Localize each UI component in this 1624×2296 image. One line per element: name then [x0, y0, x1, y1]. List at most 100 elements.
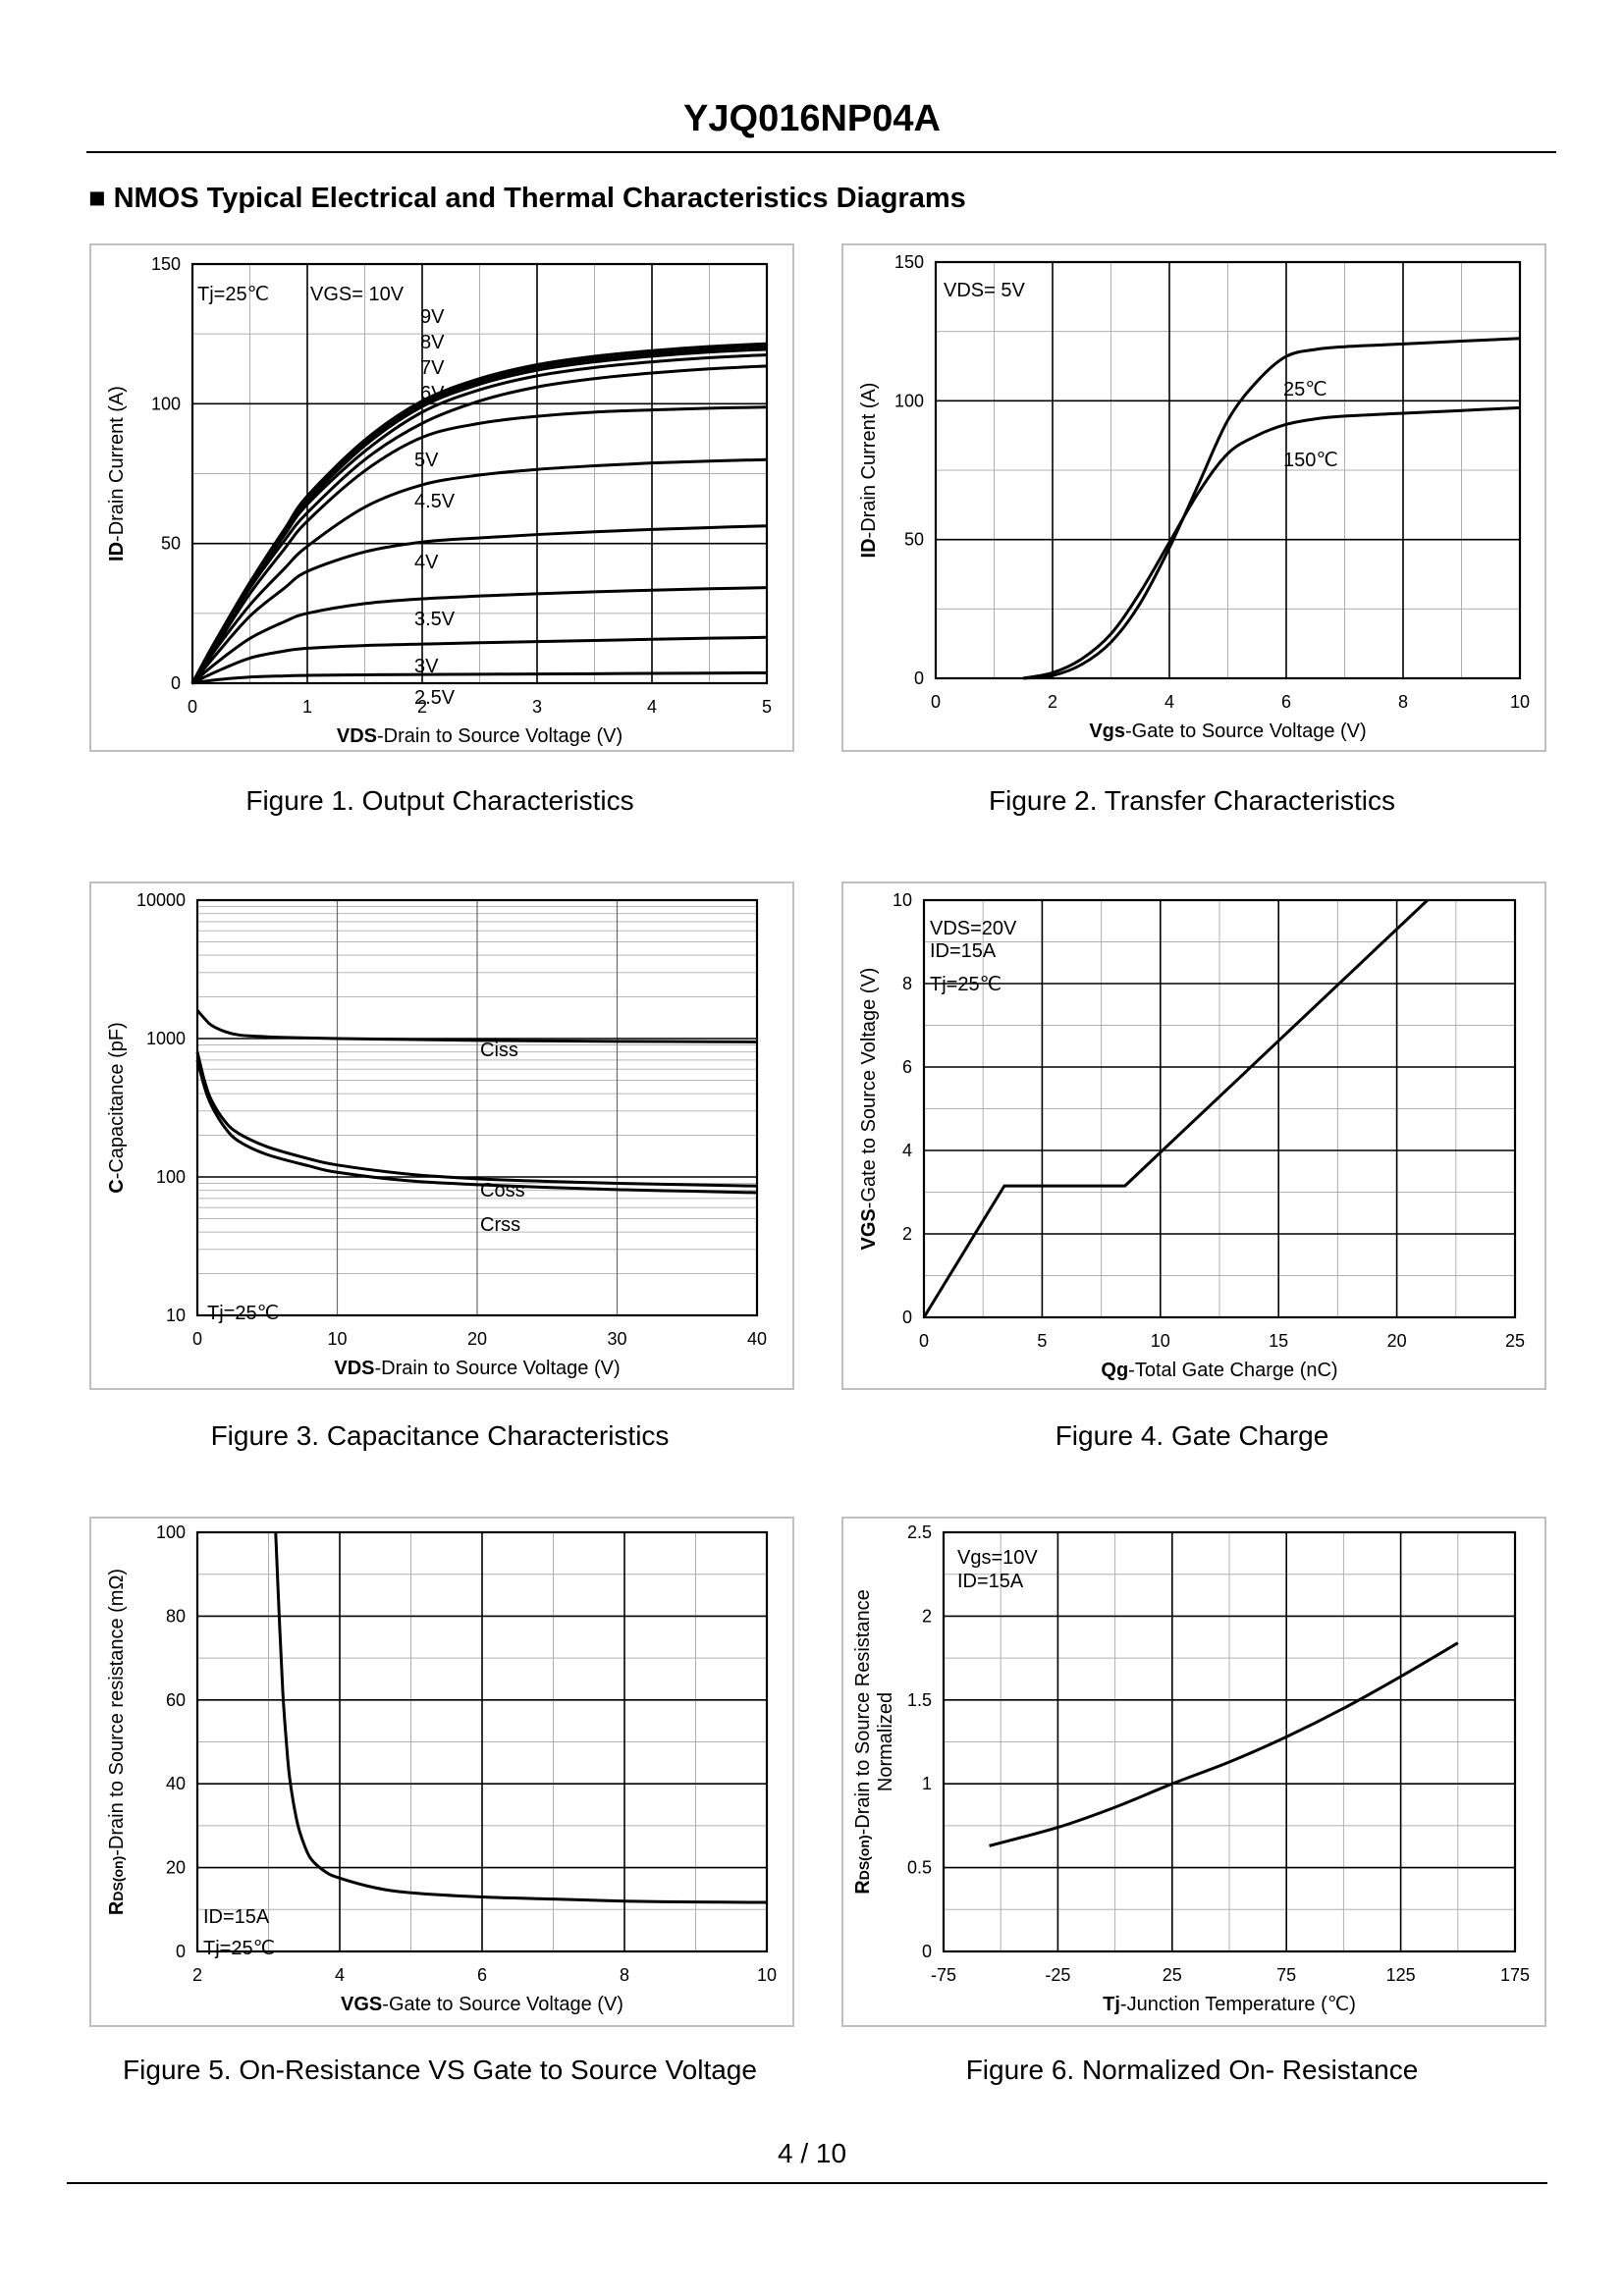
y-tick-label: 50 [904, 530, 924, 550]
annotation-label: Tj=25℃ [197, 284, 269, 305]
x-axis-label: Tj-Junction Temperature (℃) [1103, 1994, 1356, 2015]
gridlines [935, 261, 1521, 679]
y-tick-label: 0 [176, 1942, 186, 1961]
x-tick-label: 10 [1510, 692, 1530, 712]
x-axis-label: VDS-Drain to Source Voltage (V) [337, 725, 623, 747]
series-line-Coss [195, 1051, 758, 1188]
y-axis-label: RDS(on)-Drain to Source Resistance [852, 1589, 874, 1894]
y-tick-label: 20 [166, 1858, 186, 1878]
annotation-label: 2.5V [414, 687, 456, 709]
series-line-7V [190, 353, 768, 684]
annotation-label: VDS= 5V [944, 280, 1025, 301]
y-tick-label: 4 [902, 1141, 912, 1160]
y-tick-label: 0 [922, 1942, 932, 1961]
header-rule [86, 151, 1556, 153]
annotation-label: VDS=20V [930, 918, 1017, 939]
x-tick-label: -25 [1045, 1965, 1070, 1985]
y-tick-label: 10 [166, 1306, 186, 1325]
y-tick-label: 1000 [146, 1029, 186, 1048]
annotation-label: 7V [420, 357, 445, 379]
x-axis-label: VGS-Gate to Source Voltage (V) [341, 1994, 623, 2015]
figure-6-chart: -75 -25 25 75 125 175 0 0.5 1 1.5 2 2.5 Tj-Junction … [852, 1522, 1530, 2015]
annotation-label: ID=15A [930, 940, 997, 962]
x-tick-label: 175 [1500, 1965, 1530, 1985]
y-tick-label: 100 [156, 1522, 186, 1542]
y-tick-label: 80 [166, 1606, 186, 1626]
y-tick-label: 100 [894, 391, 924, 410]
series-line-Normalized [989, 1641, 1459, 1847]
figure-4-caption: Figure 4. Gate Charge [1055, 1420, 1329, 1451]
x-tick-label: 25 [1505, 1331, 1525, 1351]
document-title: YJQ016NP04A [683, 98, 941, 139]
y-tick-label: 150 [151, 254, 181, 274]
x-tick-label: 75 [1276, 1965, 1296, 1985]
y-tick-label: 6 [902, 1057, 912, 1077]
series-line-Ciss [195, 1009, 758, 1043]
x-tick-label: 10 [327, 1329, 347, 1349]
plot-frame [195, 898, 759, 1317]
plot-frame [934, 260, 1522, 680]
y-tick-label: 8 [902, 974, 912, 993]
annotation-label: 3V [414, 656, 439, 677]
x-tick-label: 20 [1387, 1331, 1407, 1351]
figure-5-panel: 2 4 6 8 10 0 20 40 60 80 100 VGS-Gate to Source Vol… [89, 1517, 794, 2027]
annotation-label: 4V [414, 552, 439, 573]
figure-4-panel: 0 5 10 15 20 25 0 2 4 6 8 10 Qg-Total Gate Charge (n… [841, 881, 1546, 1390]
annotation-label: VGS= 10V [310, 284, 405, 305]
gridlines [923, 899, 1516, 1318]
series-line-150 [1022, 405, 1521, 680]
series-line-VGS [922, 898, 1429, 1318]
x-tick-label: 2 [1048, 692, 1057, 712]
y-axis-label: VGS-Gate to Source Voltage (V) [858, 968, 880, 1251]
series-line-4V [190, 524, 768, 684]
figure-1-caption: Figure 1. Output Characteristics [245, 785, 634, 816]
figure-4-chart: 0 5 10 15 20 25 0 2 4 6 8 10 Qg-Total Gate Charge (n… [858, 890, 1525, 1381]
annotation-label: 150℃ [1283, 450, 1338, 471]
x-tick-label: 0 [192, 1329, 202, 1349]
annotation-label: Ciss [480, 1040, 518, 1061]
figure-2-panel: 0 2 4 6 8 10 0 50 100 150 Vgs-Gate to Source Volta… [841, 243, 1546, 752]
page-number: 4 / 10 [777, 2138, 847, 2168]
series-line-RDSon [274, 1531, 768, 1904]
x-tick-label: 4 [1164, 692, 1174, 712]
y-axis-label: ID-Drain Current (A) [858, 383, 880, 559]
x-tick-label: 15 [1269, 1331, 1288, 1351]
series-line-8V [190, 347, 768, 684]
gridlines [196, 1531, 768, 1952]
x-tick-label: 10 [757, 1965, 777, 1985]
figure-1-panel: 0 1 2 3 4 5 0 50 100 150 VDS-Drain to Source Volta… [89, 243, 794, 752]
annotation-label: Tj=25℃ [203, 1938, 275, 1959]
figure-3-chart: 0 10 20 30 40 10 100 1000 10000 VDS-Drain to Sour… [106, 890, 767, 1379]
x-tick-label: 0 [931, 692, 941, 712]
x-tick-label: 4 [335, 1965, 345, 1985]
y-tick-label: 100 [151, 394, 181, 413]
x-tick-label: 2 [417, 697, 427, 717]
annotation-label: Crss [480, 1214, 520, 1236]
x-tick-label: 4 [647, 697, 657, 717]
series-line-6V [190, 364, 768, 684]
figure-6-caption: Figure 6. Normalized On- Resistance [965, 2055, 1419, 2085]
annotation-label: Coss [480, 1180, 525, 1201]
y-tick-label: 0 [914, 668, 924, 688]
x-tick-label: 8 [1398, 692, 1408, 712]
x-axis-label: VDS-Drain to Source Voltage (V) [334, 1358, 620, 1379]
x-tick-label: 125 [1386, 1965, 1416, 1985]
series-line-25 [1023, 337, 1521, 680]
figure-2-caption: Figure 2. Transfer Characteristics [989, 785, 1395, 816]
series-line-2_5V [191, 670, 768, 685]
y-tick-label: 0 [902, 1308, 912, 1327]
series-line-3_5V [191, 586, 768, 685]
plot-frame [190, 262, 769, 685]
annotation-label: 25℃ [1283, 379, 1327, 400]
annotation-label: 4.5V [414, 491, 456, 512]
annotation-label: ID=15A [203, 1906, 270, 1928]
series-line-4_5V [190, 457, 768, 684]
y-tick-label: 2.5 [907, 1522, 932, 1542]
gridlines [196, 899, 758, 1316]
plot-frame [195, 1530, 769, 1953]
y-tick-label: 10000 [136, 890, 186, 910]
footer-rule [67, 2182, 1547, 2184]
annotation-label: 8V [420, 332, 445, 353]
